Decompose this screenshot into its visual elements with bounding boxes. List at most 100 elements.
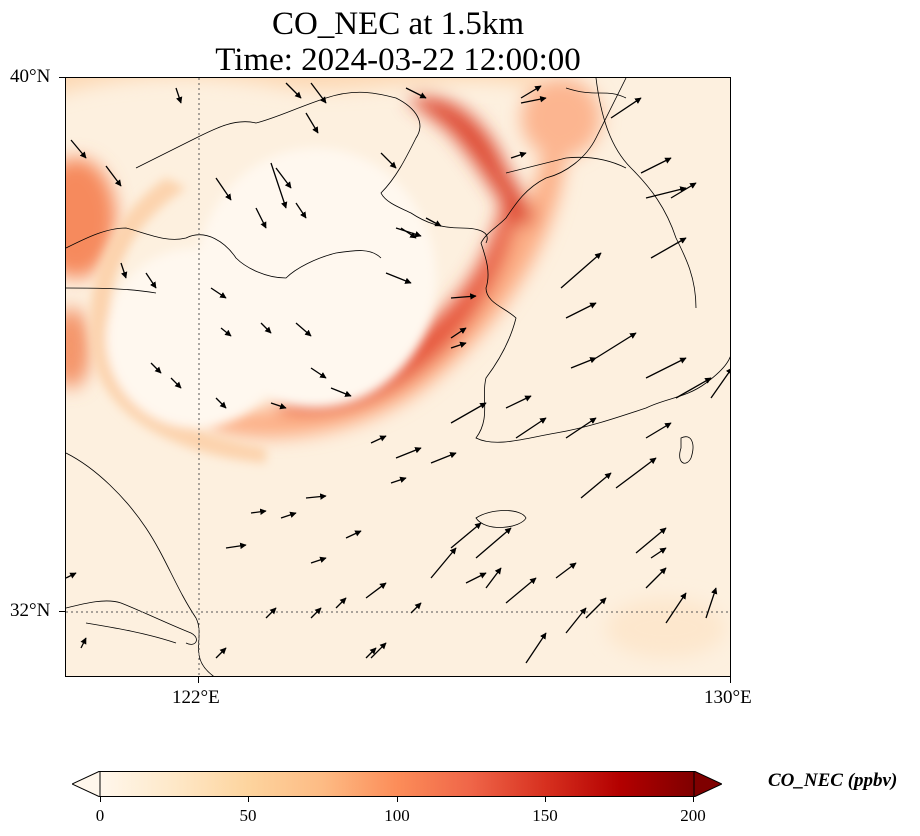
- wind-arrow: [430, 452, 457, 464]
- colorbar-label: CO_NEC (ppbv): [768, 770, 898, 791]
- wind-arrow: [210, 287, 227, 299]
- wind-arrow: [280, 511, 297, 519]
- wind-arrow: [560, 252, 602, 289]
- map-canvas: [66, 78, 730, 676]
- colorbar-tick-50: [248, 797, 249, 802]
- colorbar-max-extend: [693, 771, 722, 797]
- wind-arrow: [675, 377, 712, 399]
- x-tick-130e: [730, 677, 731, 683]
- colorbar-min-extend: [72, 771, 101, 797]
- wind-arrow: [270, 402, 287, 410]
- wind-arrow: [505, 395, 532, 409]
- co-concentration-field: [66, 78, 730, 676]
- colorbar-tick-100: [397, 797, 398, 802]
- wind-arrow: [335, 597, 347, 609]
- wind-arrow: [365, 582, 387, 599]
- x-tick-label-122e: 122°E: [172, 687, 220, 708]
- wind-arrow: [310, 367, 327, 379]
- title-variable: CO_NEC at 1.5km: [271, 6, 525, 42]
- y-tick-40n: [59, 77, 65, 78]
- wind-arrow: [310, 607, 322, 619]
- wind-arrow: [570, 357, 597, 369]
- title-time: Time: 2024-03-22 12:00:00: [215, 42, 581, 78]
- wind-arrow: [555, 562, 577, 579]
- wind-arrow: [450, 522, 482, 549]
- wind-arrow: [645, 186, 687, 199]
- wind-arrow: [220, 327, 232, 337]
- wind-arrow: [485, 567, 502, 589]
- wind-arrow: [255, 207, 267, 229]
- wind-arrow: [215, 177, 232, 201]
- x-tick-122e: [198, 677, 199, 683]
- wind-arrow: [645, 357, 687, 379]
- wind-arrow: [400, 227, 417, 239]
- wind-arrow: [310, 82, 327, 104]
- wind-arrow: [450, 327, 467, 339]
- wind-arrow: [395, 447, 422, 459]
- wind-arrow: [395, 227, 422, 238]
- x-tick-label-130e: 130°E: [704, 687, 752, 708]
- wind-arrow: [645, 567, 667, 589]
- wind-arrow: [215, 397, 227, 409]
- wind-arrow: [670, 182, 697, 199]
- wind-arrow: [450, 402, 487, 424]
- wind-arrow: [250, 508, 267, 515]
- wind-arrow: [275, 167, 292, 189]
- wind-arrow: [390, 476, 407, 484]
- colorbar-tick-150: [545, 797, 546, 802]
- colorbar-tick-label-0: 0: [95, 806, 105, 825]
- wind-arrow: [70, 139, 87, 159]
- colorbar-tick-label-50: 50: [239, 806, 257, 825]
- wind-arrow: [580, 472, 612, 499]
- wind-arrow: [475, 527, 512, 559]
- wind-arrow: [615, 457, 657, 489]
- wind-arrow: [175, 87, 183, 104]
- wind-arrow: [295, 322, 312, 337]
- colorbar: [72, 771, 722, 797]
- wind-arrow: [295, 202, 307, 219]
- wind-arrow: [505, 577, 537, 604]
- colorbar-tick-200: [693, 797, 694, 802]
- wind-arrow: [365, 647, 377, 659]
- wind-arrow: [260, 322, 272, 334]
- wind-arrow: [450, 341, 467, 349]
- y-tick-32n: [59, 611, 65, 612]
- wind-arrow: [170, 377, 182, 389]
- wind-arrow: [450, 293, 477, 300]
- wind-arrow: [595, 332, 637, 359]
- wind-arrow: [425, 217, 442, 227]
- wind-arrow: [640, 157, 672, 174]
- wind-arrow: [385, 272, 412, 284]
- wind-arrow: [665, 592, 687, 624]
- wind-arrow: [510, 151, 527, 159]
- colorbar-tick-label-100: 100: [384, 806, 410, 825]
- wind-arrow: [305, 112, 319, 134]
- wind-arrow: [370, 435, 387, 444]
- wind-arrow: [105, 165, 122, 187]
- wind-arrow: [410, 602, 422, 614]
- wind-arrow: [66, 572, 77, 579]
- y-tick-label-32n: 32°N: [10, 600, 51, 621]
- colorbar-tick-label-200: 200: [680, 806, 706, 825]
- wind-arrow: [120, 262, 128, 279]
- wind-arrow: [525, 632, 547, 664]
- wind-arrow: [380, 152, 397, 169]
- wind-arrow: [515, 417, 547, 439]
- wind-arrow: [285, 82, 302, 99]
- wind-arrow: [650, 547, 667, 559]
- wind-arrow: [520, 85, 542, 99]
- wind-arrow: [705, 587, 718, 619]
- wind-arrow: [145, 272, 157, 289]
- wind-arrow: [225, 542, 247, 550]
- colorbar-tick-label-150: 150: [532, 806, 558, 825]
- wind-vectors: [66, 82, 730, 664]
- wind-arrow: [215, 647, 227, 659]
- wind-arrow: [585, 597, 607, 619]
- wind-arrow: [310, 556, 327, 564]
- wind-arrow: [405, 87, 427, 99]
- wind-arrow: [565, 417, 597, 439]
- wind-arrow: [430, 547, 457, 579]
- colorbar-gradient: [99, 771, 695, 797]
- wind-arrow: [645, 422, 672, 439]
- y-tick-label-40n: 40°N: [10, 66, 51, 87]
